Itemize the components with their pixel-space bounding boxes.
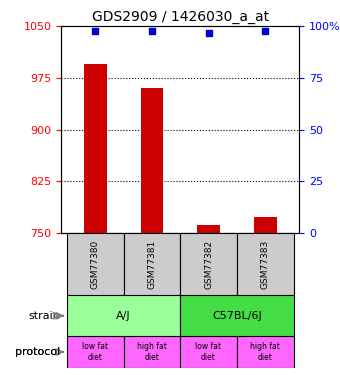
Text: low fat
diet: low fat diet (82, 342, 108, 362)
Text: low fat
diet: low fat diet (195, 342, 222, 362)
Bar (140, 88, 163, 233)
Text: protocol: protocol (15, 347, 60, 357)
Text: GSM77380: GSM77380 (91, 240, 100, 289)
Bar (84, 64, 106, 233)
Text: C57BL/6J: C57BL/6J (212, 311, 262, 321)
Title: GDS2909 / 1426030_a_at: GDS2909 / 1426030_a_at (92, 10, 269, 24)
Text: A/J: A/J (116, 311, 131, 321)
Text: GSM77382: GSM77382 (204, 240, 213, 289)
FancyBboxPatch shape (67, 233, 123, 295)
Text: GSM77381: GSM77381 (147, 240, 156, 289)
FancyBboxPatch shape (180, 295, 293, 336)
Text: protocol: protocol (15, 347, 60, 357)
FancyBboxPatch shape (67, 336, 123, 368)
Bar (197, 225, 220, 233)
FancyBboxPatch shape (123, 336, 180, 368)
FancyBboxPatch shape (180, 336, 237, 368)
Bar (254, 217, 276, 233)
FancyBboxPatch shape (180, 233, 237, 295)
FancyBboxPatch shape (67, 295, 180, 336)
FancyBboxPatch shape (237, 336, 293, 368)
Text: high fat
diet: high fat diet (250, 342, 280, 362)
Text: strain: strain (28, 311, 60, 321)
FancyBboxPatch shape (123, 233, 180, 295)
Text: high fat
diet: high fat diet (137, 342, 167, 362)
Text: GSM77383: GSM77383 (261, 240, 270, 289)
FancyBboxPatch shape (237, 233, 293, 295)
